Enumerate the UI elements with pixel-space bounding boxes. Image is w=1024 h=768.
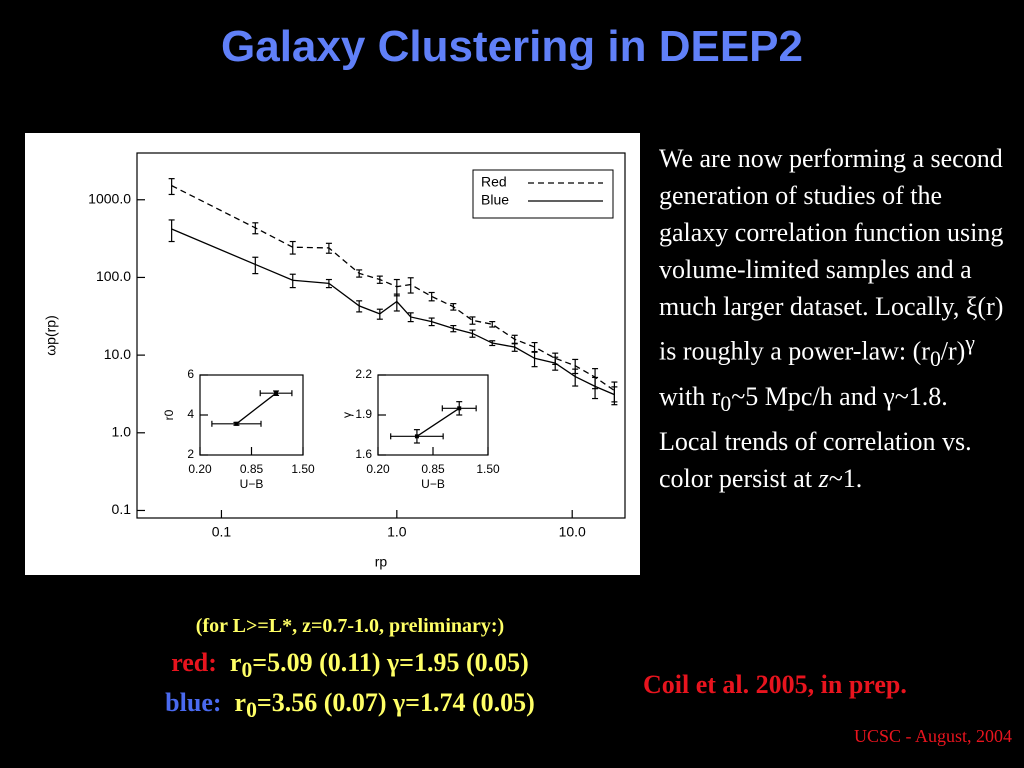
chart-panel: 0.1 1.0 10.0 0.1 1.0 10.0 100.0 1000.0 rp ωp(rp) R… <box>25 133 640 575</box>
note: (for L>=L*, z=0.7-1.0, preliminary:) <box>195 615 505 637</box>
x-tick-label: 10.0 <box>559 524 586 540</box>
series-line <box>236 392 277 425</box>
text: with r <box>659 381 721 411</box>
text: z <box>818 464 829 494</box>
reference: Coil et al. 2005, in prep. <box>643 670 907 699</box>
text: 0 <box>720 392 732 417</box>
text: r <box>229 648 242 677</box>
legend-label: Blue <box>481 192 509 208</box>
y-axis-label: γ <box>340 412 354 418</box>
legend-box <box>472 169 614 219</box>
y-tick-label: 6 <box>187 367 194 381</box>
plot-frame <box>377 374 489 456</box>
text: /r) <box>940 336 966 366</box>
blue-result: blue: r0=3.56 (0.07) γ=1.74 (0.05) <box>60 688 640 723</box>
text: 0 <box>929 346 941 371</box>
y-tick-label: 1.9 <box>355 407 372 421</box>
text: =5.09 (0.11) γ=1.95 (0.05) <box>252 648 529 677</box>
y-axis-label: ωp(rp) <box>43 315 59 356</box>
y-tick-label: 10.0 <box>104 346 131 362</box>
text: 0 <box>241 658 253 683</box>
point <box>457 406 462 411</box>
x-axis-label: rp <box>375 554 388 570</box>
x-tick-label: 0.20 <box>366 462 390 476</box>
plot-frame <box>199 374 304 456</box>
label: blue: <box>165 688 222 717</box>
text: We are now performing a second generatio… <box>659 144 1004 366</box>
text: r <box>234 688 247 717</box>
red-result: red: r0=5.09 (0.11) γ=1.95 (0.05) <box>60 648 640 683</box>
y-tick-label: 100.0 <box>96 268 131 284</box>
y-tick-label: 2 <box>187 447 194 461</box>
x-tick-label: 1.50 <box>476 462 500 476</box>
x-axis-label: U−B <box>421 477 445 491</box>
series-line <box>171 185 615 392</box>
x-axis-label: U−B <box>240 477 264 491</box>
point <box>274 391 279 396</box>
series-line <box>171 228 615 396</box>
x-tick-label: 1.0 <box>387 524 407 540</box>
label: red: <box>171 648 217 677</box>
y-tick-label: 2.2 <box>355 367 372 381</box>
point <box>414 434 419 439</box>
series-line <box>416 407 460 437</box>
footer: UCSC - August, 2004 <box>853 726 1012 746</box>
title: Galaxy Clustering in DEEP2 <box>221 22 803 71</box>
text: ~1. <box>828 464 863 494</box>
y-tick-label: 4 <box>187 407 194 421</box>
x-tick-label: 0.20 <box>188 462 212 476</box>
y-tick-label: 1.0 <box>112 423 132 439</box>
x-tick-label: 1.50 <box>291 462 315 476</box>
legend-label: Red <box>481 174 507 190</box>
text: ~5 Mpc/h and γ~1.8. Local trends of corr… <box>659 381 972 494</box>
point <box>234 421 239 426</box>
x-tick-label: 0.1 <box>212 524 232 540</box>
body-text: We are now performing a second generatio… <box>659 140 1004 497</box>
x-tick-label: 0.85 <box>240 462 264 476</box>
y-tick-label: 1.6 <box>355 447 372 461</box>
y-tick-label: 1000.0 <box>88 190 131 206</box>
text: =3.56 (0.07) γ=1.74 (0.05) <box>256 688 535 717</box>
plot-frame <box>136 152 626 519</box>
x-tick-label: 0.85 <box>421 462 445 476</box>
text: γ <box>965 331 975 355</box>
text: 0 <box>246 698 257 723</box>
y-axis-label: r0 <box>162 409 176 420</box>
y-tick-label: 0.1 <box>112 501 132 517</box>
